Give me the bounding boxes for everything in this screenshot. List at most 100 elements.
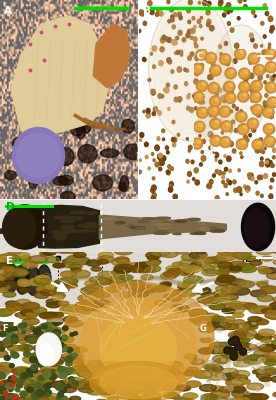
Ellipse shape	[51, 346, 59, 353]
Ellipse shape	[211, 152, 214, 156]
Ellipse shape	[259, 138, 262, 142]
Ellipse shape	[26, 396, 46, 400]
Ellipse shape	[195, 44, 198, 48]
Ellipse shape	[244, 364, 250, 367]
Ellipse shape	[131, 284, 147, 290]
Ellipse shape	[241, 349, 245, 354]
Ellipse shape	[224, 42, 227, 45]
Ellipse shape	[218, 298, 233, 305]
Ellipse shape	[216, 328, 222, 333]
Ellipse shape	[92, 175, 112, 191]
Ellipse shape	[97, 387, 116, 395]
Ellipse shape	[222, 308, 235, 314]
Ellipse shape	[210, 69, 213, 73]
Ellipse shape	[263, 268, 276, 273]
Ellipse shape	[36, 356, 44, 363]
Ellipse shape	[168, 20, 171, 23]
Ellipse shape	[230, 353, 237, 360]
Ellipse shape	[124, 388, 140, 395]
Ellipse shape	[144, 265, 161, 272]
Ellipse shape	[43, 371, 51, 378]
Ellipse shape	[0, 255, 12, 262]
Ellipse shape	[89, 380, 100, 384]
Ellipse shape	[261, 157, 263, 160]
Ellipse shape	[154, 232, 167, 234]
Ellipse shape	[244, 70, 248, 73]
Ellipse shape	[0, 288, 8, 292]
Ellipse shape	[266, 160, 269, 164]
Ellipse shape	[17, 134, 60, 177]
Ellipse shape	[14, 394, 18, 398]
Ellipse shape	[34, 347, 38, 350]
Ellipse shape	[244, 4, 247, 9]
Ellipse shape	[162, 35, 166, 40]
Ellipse shape	[0, 368, 9, 376]
Ellipse shape	[158, 156, 161, 159]
Ellipse shape	[202, 266, 215, 271]
Ellipse shape	[208, 82, 219, 94]
Ellipse shape	[249, 120, 257, 127]
Ellipse shape	[31, 307, 47, 314]
Ellipse shape	[124, 383, 142, 391]
Ellipse shape	[17, 345, 33, 351]
Ellipse shape	[203, 0, 207, 6]
Ellipse shape	[40, 342, 46, 346]
Ellipse shape	[96, 291, 111, 297]
Ellipse shape	[259, 346, 272, 351]
Ellipse shape	[200, 395, 205, 400]
Ellipse shape	[214, 349, 218, 353]
Ellipse shape	[62, 353, 73, 358]
Ellipse shape	[171, 138, 175, 142]
Ellipse shape	[16, 383, 23, 388]
Ellipse shape	[264, 48, 276, 60]
Ellipse shape	[11, 338, 18, 344]
Ellipse shape	[175, 42, 177, 45]
Ellipse shape	[33, 326, 52, 334]
Ellipse shape	[268, 109, 272, 112]
Ellipse shape	[218, 346, 234, 353]
Ellipse shape	[67, 384, 71, 388]
Ellipse shape	[22, 326, 36, 331]
Ellipse shape	[158, 153, 162, 158]
Ellipse shape	[237, 53, 240, 58]
Ellipse shape	[0, 387, 7, 394]
Ellipse shape	[167, 364, 184, 371]
Ellipse shape	[73, 347, 87, 353]
Ellipse shape	[201, 150, 203, 154]
Ellipse shape	[85, 284, 103, 292]
Ellipse shape	[6, 383, 14, 390]
Ellipse shape	[209, 26, 214, 31]
Ellipse shape	[52, 230, 71, 234]
Ellipse shape	[230, 386, 242, 392]
Ellipse shape	[158, 94, 162, 98]
Ellipse shape	[193, 92, 204, 103]
Ellipse shape	[49, 328, 65, 334]
Ellipse shape	[141, 385, 156, 391]
Ellipse shape	[255, 333, 272, 340]
Ellipse shape	[71, 122, 83, 136]
Ellipse shape	[62, 306, 76, 312]
Ellipse shape	[219, 368, 238, 376]
Ellipse shape	[21, 322, 27, 328]
Ellipse shape	[145, 142, 148, 147]
Ellipse shape	[209, 303, 226, 310]
Ellipse shape	[167, 0, 170, 4]
Ellipse shape	[28, 169, 38, 189]
Ellipse shape	[206, 23, 210, 27]
Ellipse shape	[223, 87, 225, 89]
Ellipse shape	[43, 335, 48, 340]
Ellipse shape	[179, 282, 194, 288]
Ellipse shape	[262, 107, 274, 118]
Ellipse shape	[114, 264, 134, 272]
Ellipse shape	[19, 373, 33, 379]
Ellipse shape	[226, 284, 241, 290]
Ellipse shape	[5, 321, 9, 325]
Ellipse shape	[145, 156, 148, 159]
Ellipse shape	[259, 365, 264, 369]
Ellipse shape	[47, 356, 52, 360]
Ellipse shape	[59, 387, 67, 393]
Ellipse shape	[22, 330, 25, 334]
Ellipse shape	[273, 296, 276, 302]
Ellipse shape	[270, 246, 276, 253]
Ellipse shape	[238, 124, 249, 135]
